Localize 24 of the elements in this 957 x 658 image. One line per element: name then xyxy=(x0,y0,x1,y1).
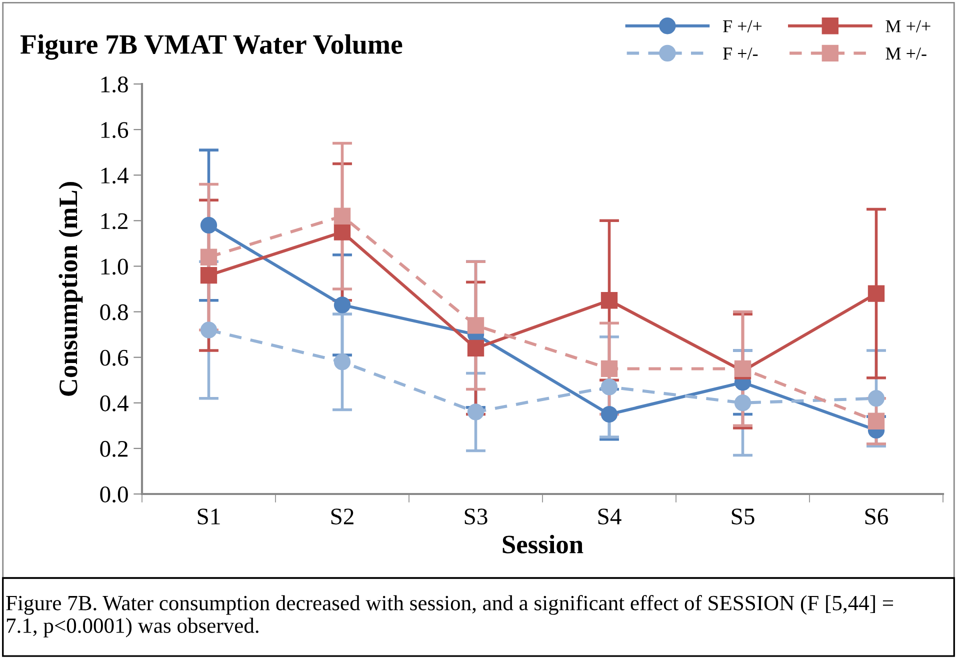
y-tick-label: 1.4 xyxy=(101,168,128,184)
x-tick-label: S6 xyxy=(865,508,888,525)
x-tick-label: S5 xyxy=(732,508,754,525)
y-tick-label: 0.8 xyxy=(100,304,128,320)
y-tick-label: 0.2 xyxy=(100,440,128,457)
x-tick-label: S1 xyxy=(198,508,220,525)
y-axis-title: Consumption (mL) xyxy=(58,182,83,396)
y-tick-label: 1.0 xyxy=(101,258,128,275)
legend-label: F +/- xyxy=(723,48,758,60)
y-tick-label: 1.6 xyxy=(101,122,128,138)
caption: Figure 7B. Water consumption decreased with session, and a significant effect of SESSION (F [5,44] = 7.1, p<0.0001) was observed. xyxy=(6,595,893,638)
y-tick-label: 1.8 xyxy=(101,76,128,93)
y-tick-label: 0.6 xyxy=(100,350,128,366)
y-tick-label: 0.4 xyxy=(100,395,128,412)
x-tick-label: S4 xyxy=(598,508,622,525)
x-axis-title: Session xyxy=(502,534,584,554)
x-tick-label: S2 xyxy=(331,508,354,525)
y-tick-label: 1.2 xyxy=(101,213,128,230)
legend-label: M +/+ xyxy=(886,20,930,32)
y-tick-label: 0.0 xyxy=(100,486,128,503)
legend-label: F +/+ xyxy=(723,20,762,32)
legend-label: M +/- xyxy=(886,48,926,60)
chart-title: Figure 7B VMAT Water Volume xyxy=(20,34,402,60)
x-tick-label: S3 xyxy=(464,508,488,525)
